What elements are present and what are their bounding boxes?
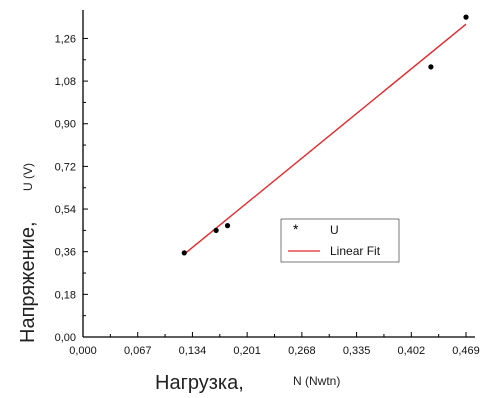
x-axis-ticks: 0,000 0,067 0,134 0,201 0,268 0,335 0,402 0,469 (69, 332, 480, 357)
x-tick-label: 0,402 (398, 345, 426, 357)
x-tick-label: 0,000 (69, 345, 97, 357)
axes (82, 10, 475, 338)
data-point (181, 250, 187, 256)
data-point (224, 223, 231, 229)
x-axis-title-unit: N (Nwtn) (293, 374, 340, 388)
data-point (213, 227, 219, 233)
legend-label-u: U (330, 223, 339, 237)
y-tick-label: 0,54 (55, 204, 76, 216)
y-tick-label: 0,72 (55, 161, 76, 173)
linear-fit-line (183, 23, 467, 255)
x-tick-label: 0,469 (452, 345, 480, 357)
x-axis-title-main: Нагрузка, (155, 372, 244, 394)
x-tick-label: 0,335 (343, 345, 371, 357)
y-tick-label: 0,00 (55, 332, 76, 344)
legend-box (280, 218, 400, 263)
legend-marker-icon: * (293, 221, 299, 237)
data-points (181, 14, 469, 256)
y-axis-ticks: 0,00 0,18 0,36 0,54 0,72 0,90 1,08 1,26 (55, 33, 88, 344)
y-axis-title: Напряжение, U (V) (17, 163, 39, 343)
y-tick-label: 0,90 (55, 119, 76, 131)
x-tick-label: 0,268 (288, 345, 316, 357)
y-axis-title-unit: U (V) (21, 163, 35, 191)
y-tick-label: 1,26 (55, 33, 76, 45)
x-tick-label: 0,201 (233, 345, 261, 357)
y-tick-label: 1,08 (55, 76, 76, 88)
x-tick-label: 0,067 (124, 345, 152, 357)
data-point (463, 14, 469, 20)
y-axis-title-main: Напряжение, (17, 221, 39, 343)
fit-lines (183, 23, 467, 255)
x-axis-title: Нагрузка, N (Nwtn) (155, 372, 340, 394)
data-point (428, 64, 434, 70)
legend: * U Linear Fit (280, 218, 400, 263)
y-tick-label: 0,36 (55, 247, 76, 259)
x-tick-label: 0,134 (179, 345, 207, 357)
legend-label-linear-fit: Linear Fit (330, 244, 381, 258)
y-tick-label: 0,18 (55, 289, 76, 301)
